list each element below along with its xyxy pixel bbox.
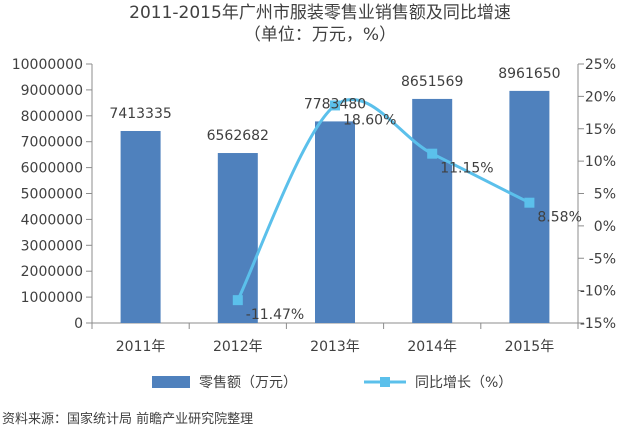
line-marker [524, 197, 535, 208]
left-tick-label: 5000000 [21, 187, 83, 203]
left-tick-label: 1000000 [21, 290, 83, 306]
x-tick-label: 2011年 [116, 339, 166, 355]
bar-data-label: 7783480 [304, 96, 366, 112]
right-tick-label: -10% [580, 284, 616, 300]
x-tick-label: 2015年 [505, 339, 555, 355]
bar-labels: 7413335 6562682 7783480 8651569 8961650 [109, 66, 560, 144]
bar-data-label: 6562682 [207, 128, 269, 144]
line-data-label: 11.15% [440, 161, 493, 177]
legend-line-label: 同比增长（%） [415, 375, 512, 391]
legend: 零售额（万元） 同比增长（%） [152, 375, 512, 391]
left-tick-label: 0 [74, 316, 83, 332]
left-tick-label: 4000000 [21, 212, 83, 228]
right-tick-label: -15% [580, 316, 616, 332]
line-data-label: 18.60% [343, 112, 396, 128]
line-marker [427, 148, 438, 159]
right-tick-label: -5% [589, 251, 616, 267]
left-tick-label: 6000000 [21, 161, 83, 177]
right-tick-label: 0% [594, 219, 616, 235]
line-marker [232, 295, 243, 306]
line-data-label: -11.47% [246, 307, 304, 323]
right-tick-label: 25% [585, 57, 616, 73]
x-axis: 2011年 2012年 2013年 2014年 2015年 [91, 322, 579, 355]
chart-title: 2011-2015年广州市服装零售业销售额及同比增速 [129, 3, 511, 23]
right-tick-label: 20% [585, 89, 616, 105]
bar-data-label: 7413335 [109, 106, 171, 122]
x-tick-label: 2014年 [407, 339, 457, 355]
growth-line [236, 97, 531, 301]
bar [412, 98, 453, 323]
left-tick-label: 7000000 [21, 135, 83, 151]
right-tick-label: 15% [585, 122, 616, 138]
left-tick-label: 10000000 [12, 57, 83, 73]
left-tick-label: 2000000 [21, 264, 83, 280]
right-tick-label: 5% [594, 187, 616, 203]
x-tick-label: 2012年 [213, 339, 263, 355]
bar-data-label: 8961650 [498, 66, 560, 82]
right-axis: -15% -10% -5% 0% 5% 10% 15% 20% 25% [577, 57, 616, 332]
left-tick-label: 9000000 [21, 83, 83, 99]
line-labels: -11.47% 18.60% 11.15% 8.58% [246, 112, 582, 323]
left-tick-label: 3000000 [21, 238, 83, 254]
line-marker [330, 100, 340, 111]
left-axis: 0 1000000 2000000 3000000 4000000 5000000 6000… [12, 57, 93, 332]
source-note: 资料来源：国家统计局 前瞻产业研究院整理 [2, 412, 254, 427]
line-series [232, 97, 535, 306]
line-data-label: 8.58% [537, 210, 581, 226]
chart-subtitle: （单位：万元，%） [243, 25, 397, 45]
x-tick-label: 2013年 [310, 339, 360, 355]
legend-bar-label: 零售额（万元） [199, 375, 297, 391]
legend-line-marker [380, 377, 390, 387]
bar-data-label: 8651569 [401, 74, 463, 90]
bar [217, 153, 258, 323]
bar-series [120, 90, 550, 323]
left-tick-label: 8000000 [21, 109, 83, 125]
legend-bar-swatch [152, 376, 190, 388]
bar [315, 121, 355, 323]
bar [120, 130, 161, 323]
right-tick-label: 10% [585, 154, 616, 170]
